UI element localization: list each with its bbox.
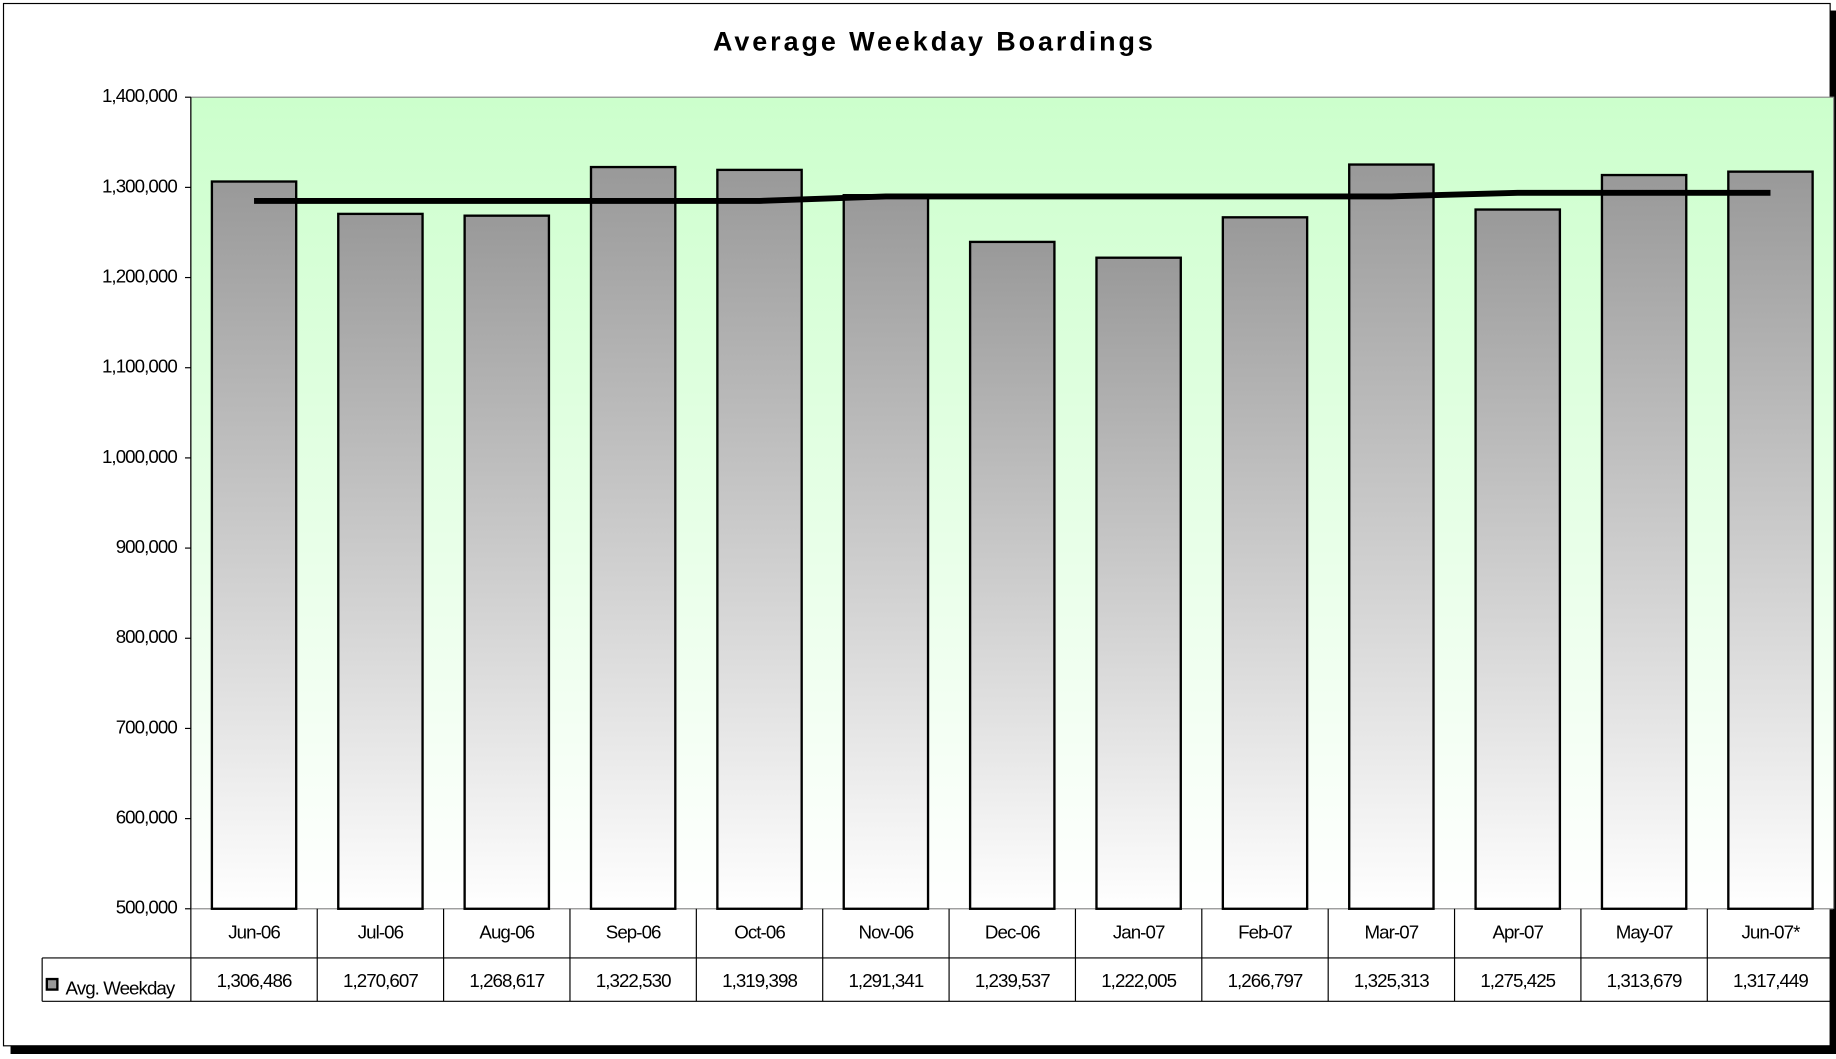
data-table-value: 1,319,398 xyxy=(722,970,797,991)
bar xyxy=(1727,170,1814,910)
data-table-value: 1,222,005 xyxy=(1101,970,1176,991)
x-tick-label: Jan-07 xyxy=(1113,921,1165,942)
legend-key xyxy=(45,977,59,991)
x-tick-label: Mar-07 xyxy=(1365,921,1419,942)
x-tick-label: Sep-06 xyxy=(606,921,661,942)
data-table-value: 1,313,679 xyxy=(1607,970,1682,991)
x-tick-label: Nov-06 xyxy=(859,921,914,942)
data-table-value: 1,317,449 xyxy=(1733,970,1808,991)
data-table-value: 1,291,341 xyxy=(848,970,923,991)
x-tick-label: Jun-06 xyxy=(228,921,280,942)
bar xyxy=(1095,256,1182,910)
x-tick-label: Apr-07 xyxy=(1492,921,1543,942)
bar xyxy=(589,165,677,910)
y-tick-label: 1,300,000 xyxy=(102,175,177,196)
bar xyxy=(1221,216,1309,910)
data-table-value: 1,266,797 xyxy=(1228,970,1303,991)
y-tick-label: 700,000 xyxy=(116,716,178,737)
legend-label: Avg. Weekday xyxy=(66,978,176,999)
bar xyxy=(463,214,551,910)
x-tick-label: Jun-07* xyxy=(1741,921,1800,942)
line xyxy=(254,189,1771,204)
bar xyxy=(842,194,930,910)
x-tick-label: Jul-06 xyxy=(358,921,404,942)
y-tick-label: 1,200,000 xyxy=(102,266,177,287)
x-tick-label: Feb-07 xyxy=(1238,921,1292,942)
bar xyxy=(1474,208,1562,910)
chart-title: Average Weekday Boardings xyxy=(713,26,1156,56)
data-table-value: 1,325,313 xyxy=(1354,970,1429,991)
bar xyxy=(1600,173,1688,910)
x-tick-label: Dec-06 xyxy=(985,921,1040,942)
x-tick-label: Aug-06 xyxy=(479,921,534,942)
data-table-value: 1,239,537 xyxy=(975,970,1050,991)
y-tick-label: 500,000 xyxy=(116,897,178,918)
y-tick-label: 800,000 xyxy=(116,626,178,647)
x-tick-label: Oct-06 xyxy=(734,921,785,942)
data-table-value: 1,270,607 xyxy=(343,970,418,991)
bar xyxy=(968,240,1056,910)
y-tick-label: 900,000 xyxy=(116,536,178,557)
bar xyxy=(210,180,298,910)
y-tick-label: 1,100,000 xyxy=(102,356,177,377)
bar xyxy=(1348,163,1435,910)
bar xyxy=(716,168,803,910)
data-table-value: 1,275,425 xyxy=(1480,970,1555,991)
x-tick-label: May-07 xyxy=(1616,921,1673,942)
y-tick-label: 1,000,000 xyxy=(102,446,177,467)
data-table-value: 1,306,486 xyxy=(217,970,292,991)
data-table-value: 1,322,530 xyxy=(596,970,671,991)
data-table-value: 1,268,617 xyxy=(469,970,544,991)
y-tick-label: 1,400,000 xyxy=(102,85,177,106)
y-tick-label: 600,000 xyxy=(116,807,178,828)
bar xyxy=(337,212,424,910)
